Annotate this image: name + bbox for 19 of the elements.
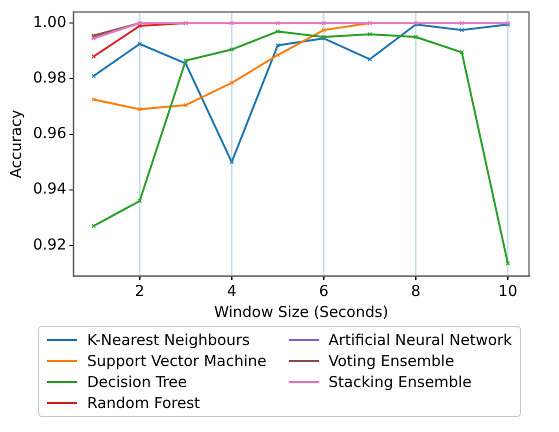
- x-tick-label: 6: [318, 282, 329, 300]
- y-tick-label: 0.94: [32, 180, 66, 198]
- y-axis-title: Accuracy: [6, 110, 25, 178]
- legend-label: Decision Tree: [87, 373, 187, 391]
- legend-label: Voting Ensemble: [328, 352, 454, 370]
- y-tick-label: 1.00: [32, 13, 66, 32]
- x-tick-label: 8: [411, 282, 421, 300]
- y-tick-label: 0.92: [32, 235, 66, 254]
- y-tick-label: 0.96: [32, 124, 66, 142]
- x-tick-label: 10: [498, 282, 518, 300]
- x-axis-title: Window Size (Seconds): [214, 302, 388, 321]
- legend-label: K-Nearest Neighbours: [87, 331, 250, 349]
- y-tick-label: 0.98: [32, 68, 66, 87]
- legend-label: Support Vector Machine: [87, 352, 267, 370]
- x-tick-label: 4: [226, 282, 236, 300]
- legend-label: Artificial Neural Network: [328, 331, 512, 349]
- legend-label: Random Forest: [87, 394, 200, 412]
- legend-label: Stacking Ensemble: [328, 373, 472, 391]
- x-tick-label: 2: [134, 282, 144, 300]
